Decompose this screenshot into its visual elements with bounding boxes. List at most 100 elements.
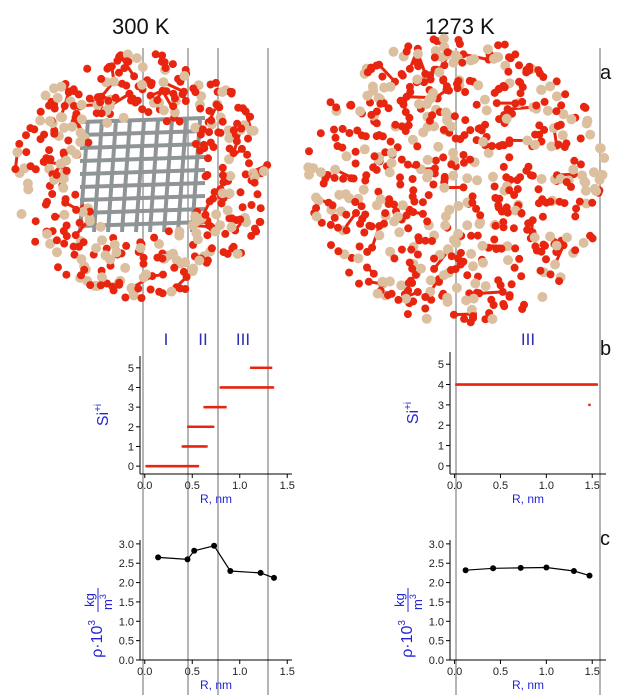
oxygen-atom (164, 227, 173, 236)
oxygen-atom (374, 187, 383, 196)
silicon-atom (187, 220, 198, 231)
y-tick-label: 3.0 (429, 539, 444, 551)
oxygen-atom (229, 126, 238, 135)
silicon-atom (166, 286, 177, 297)
silicon-atom (501, 113, 512, 124)
oxygen-atom (52, 170, 61, 179)
oxygen-atom (339, 174, 348, 183)
oxygen-atom (405, 113, 414, 122)
oxygen-atom (203, 171, 212, 179)
oxygen-atom (241, 170, 250, 179)
silicon-atom (478, 136, 489, 147)
y-axis-label-sup: +i (403, 402, 414, 410)
silicon-atom (84, 214, 95, 224)
silicon-atom (546, 141, 557, 152)
oxygen-atom (430, 264, 439, 273)
panel-letter-b: b (600, 338, 612, 360)
oxygen-atom (404, 279, 413, 287)
oxygen-atom (442, 86, 451, 94)
silicon-atom (109, 239, 120, 250)
y-tick-label: 4 (128, 382, 134, 394)
oxygen-atom (447, 252, 456, 261)
oxygen-atom (217, 199, 226, 208)
oxygen-atom (449, 310, 458, 319)
silicon-atom (76, 99, 87, 110)
oxygen-atom (238, 104, 247, 113)
oxygen-atom (244, 134, 252, 143)
silicon-atom (16, 209, 27, 219)
oxygen-atom (72, 205, 81, 214)
oxygen-atom (83, 64, 92, 73)
oxygen-atom (467, 231, 476, 240)
oxygen-atom (199, 140, 208, 149)
oxygen-atom (418, 198, 427, 207)
silicon-atom (401, 293, 411, 304)
oxygen-atom (203, 231, 212, 240)
silicon-atom (448, 170, 459, 181)
data-point (224, 405, 227, 409)
oxygen-atom (247, 201, 256, 209)
silicon-atom (359, 144, 370, 155)
y-tick-label: 2.5 (119, 558, 134, 570)
oxygen-atom (369, 269, 378, 278)
oxygen-atom (525, 66, 534, 75)
oxygen-atom (236, 215, 245, 224)
silicon-atom (578, 237, 589, 248)
oxygen-atom (466, 126, 475, 135)
oxygen-atom (440, 61, 449, 70)
oxygen-atom (96, 98, 105, 107)
silicon-atom (388, 46, 399, 57)
oxygen-atom (528, 171, 537, 180)
data-point (543, 564, 550, 571)
oxygen-atom (456, 260, 465, 269)
y-tick-label: 0.5 (119, 636, 134, 648)
silicon-atom (56, 81, 67, 92)
oxygen-atom (370, 152, 379, 161)
silicon-atom (180, 257, 191, 268)
oxygen-atom (579, 102, 588, 111)
silicon-atom (71, 149, 82, 159)
oxygen-atom (349, 174, 358, 183)
oxygen-atom (494, 203, 503, 212)
oxygen-atom (411, 270, 420, 279)
oxygen-atom (492, 245, 501, 253)
oxygen-atom (162, 117, 171, 126)
oxygen-atom (499, 218, 508, 227)
core-bond (148, 119, 160, 233)
oxygen-atom (46, 155, 55, 164)
oxygen-atom (510, 263, 519, 272)
oxygen-atom (158, 51, 167, 60)
oxygen-atom (229, 149, 238, 157)
data-point (271, 386, 275, 389)
oxygen-atom (115, 68, 123, 77)
silicon-atom (536, 174, 547, 184)
oxygen-atom (461, 88, 470, 96)
silicon-atom (466, 304, 477, 315)
silicon-atom (462, 173, 473, 184)
y-axis-label-frac-den-exp: 3 (408, 594, 418, 599)
oxygen-atom (401, 108, 410, 117)
oxygen-atom (555, 277, 564, 286)
silicon-atom (557, 130, 568, 141)
core-bond (176, 119, 188, 233)
x-tick-label: 1.0 (539, 666, 554, 678)
core-bond (92, 119, 104, 233)
silicon-atom (473, 80, 484, 91)
oxygen-atom (168, 60, 177, 69)
oxygen-atom (399, 100, 408, 109)
x-tick-label: 0.0 (137, 666, 152, 678)
oxygen-atom (481, 315, 490, 324)
nanoparticle-1273k (303, 33, 610, 327)
silicon-atom (442, 296, 453, 307)
data-point (251, 366, 254, 369)
silicon-atom (215, 220, 225, 231)
oxygen-atom (86, 281, 95, 290)
oxygen-atom (246, 112, 255, 121)
oxygen-atom (326, 220, 335, 229)
oxygen-atom (237, 144, 246, 153)
data-point (269, 366, 273, 369)
oxygen-atom (418, 209, 427, 218)
silicon-atom (545, 231, 556, 242)
silicon-atom (158, 105, 169, 116)
